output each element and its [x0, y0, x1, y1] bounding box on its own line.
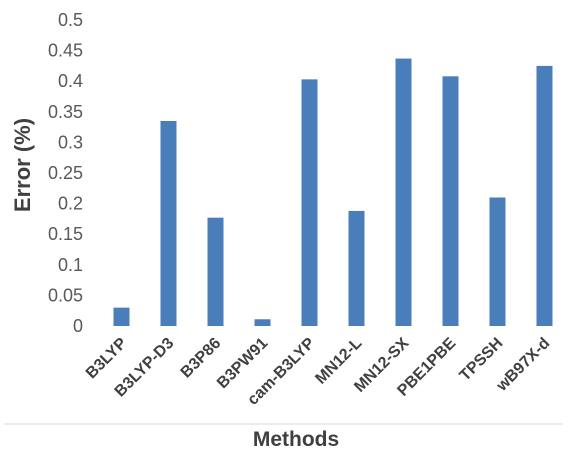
- y-tick-label: 0.2: [58, 194, 83, 214]
- y-tick-label: 0.5: [58, 10, 83, 30]
- y-tick-label: 0.25: [48, 163, 83, 183]
- bar-pbe1pbe: [442, 76, 459, 326]
- y-tick-label: 0.1: [58, 255, 83, 275]
- y-tick-label: 0.3: [58, 132, 83, 152]
- y-tick-label: 0.45: [48, 41, 83, 61]
- bar-b3p86: [207, 217, 224, 326]
- y-tick-label: 0.15: [48, 224, 83, 244]
- y-axis-ticks: 0 0.05 0.1 0.15 0.2 0.25 0.3 0.35 0.4 0.45 0.5: [48, 10, 83, 336]
- y-tick-label: 0.35: [48, 102, 83, 122]
- y-tick-label: 0: [73, 316, 83, 336]
- bar-wb97x-d: [536, 65, 553, 327]
- y-tick-label: 0.05: [48, 285, 83, 305]
- y-axis-title: Error (%): [10, 118, 35, 212]
- bars-group: [113, 58, 553, 327]
- bar-b3lyp: [113, 307, 130, 326]
- bar-b3lyp-d3: [160, 120, 177, 326]
- bar-tpssh: [489, 197, 506, 326]
- bar-mn12-l: [348, 210, 365, 326]
- x-tick-label: B3LYP: [83, 335, 131, 383]
- bar-cam-b3lyp: [301, 79, 318, 326]
- x-tick-label: B3P86: [178, 335, 225, 382]
- bar-mn12-sx: [395, 58, 412, 326]
- y-tick-label: 0.4: [58, 71, 83, 91]
- bar-b3pw91: [254, 319, 271, 326]
- x-axis-title: Methods: [253, 428, 339, 450]
